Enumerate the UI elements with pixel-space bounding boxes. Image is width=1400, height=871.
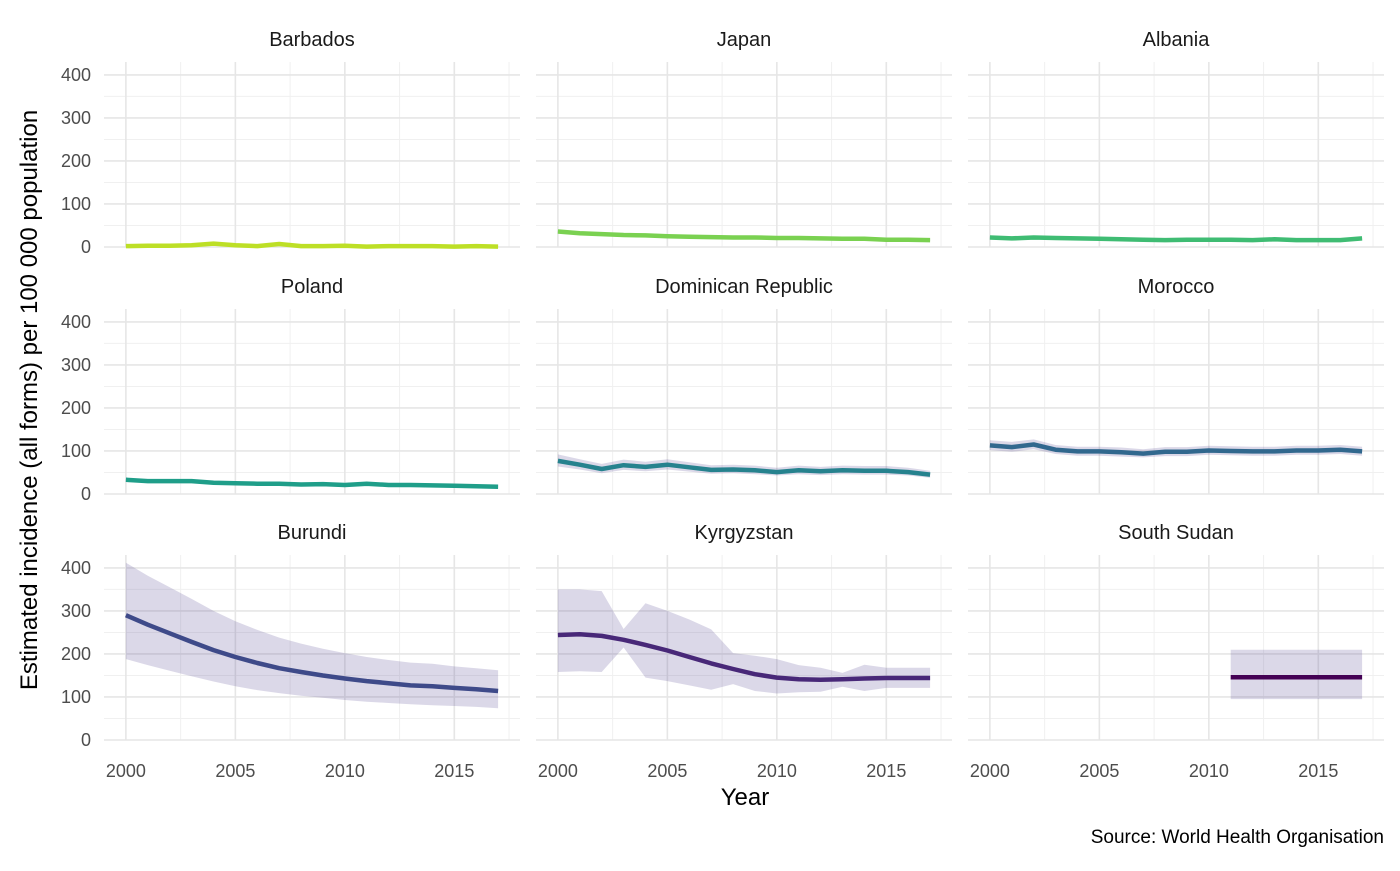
y-tick-label: 200 xyxy=(61,644,91,664)
x-tick-label: 2010 xyxy=(1189,761,1229,781)
facet-title: Albania xyxy=(1143,29,1211,51)
facet-title: Burundi xyxy=(278,522,347,544)
x-tick-label: 2010 xyxy=(325,761,365,781)
y-tick-label: 100 xyxy=(61,441,91,461)
facet-title: Japan xyxy=(717,29,772,51)
y-tick-label: 300 xyxy=(61,601,91,621)
x-tick-label: 2005 xyxy=(215,761,255,781)
confidence-ribbon xyxy=(557,589,931,694)
y-tick-label: 0 xyxy=(81,484,91,504)
series-line xyxy=(557,229,931,243)
x-tick-label: 2015 xyxy=(866,761,906,781)
x-tick-label: 2000 xyxy=(970,761,1010,781)
x-tick-label: 2005 xyxy=(647,761,687,781)
y-tick-label: 0 xyxy=(81,730,91,750)
x-tick-label: 2005 xyxy=(1079,761,1119,781)
caption: Source: World Health Organisation xyxy=(1091,827,1384,848)
x-tick-label: 2015 xyxy=(434,761,474,781)
x-tick-label: 2015 xyxy=(1298,761,1338,781)
facet-title: Morocco xyxy=(1138,276,1215,298)
series-line xyxy=(557,458,931,477)
y-tick-label: 400 xyxy=(61,65,91,85)
confidence-ribbon xyxy=(1230,649,1363,700)
series-line xyxy=(989,442,1363,456)
facet-title: South Sudan xyxy=(1118,522,1234,544)
y-tick-label: 100 xyxy=(61,687,91,707)
y-tick-label: 100 xyxy=(61,194,91,214)
y-tick-label: 200 xyxy=(61,398,91,418)
facet-title: Dominican Republic xyxy=(655,276,833,298)
series-line xyxy=(125,241,499,249)
y-tick-label: 300 xyxy=(61,108,91,128)
series-line xyxy=(125,477,499,489)
x-tick-label: 2000 xyxy=(538,761,578,781)
confidence-ribbon xyxy=(125,562,499,709)
facet-title: Kyrgyzstan xyxy=(695,522,794,544)
series-line xyxy=(125,613,499,694)
y-tick-label: 400 xyxy=(61,558,91,578)
x-tick-label: 2000 xyxy=(106,761,146,781)
facet-title: Barbados xyxy=(269,29,355,51)
y-tick-label: 0 xyxy=(81,237,91,257)
y-tick-label: 400 xyxy=(61,312,91,332)
y-axis-title: Estimated incidence (all forms) per 100 … xyxy=(16,110,43,690)
x-tick-label: 2010 xyxy=(757,761,797,781)
series-line xyxy=(557,631,931,683)
x-axis-title: Year xyxy=(721,784,770,811)
facet-title: Poland xyxy=(281,276,343,298)
series-line xyxy=(989,235,1363,243)
y-tick-label: 300 xyxy=(61,355,91,375)
y-tick-label: 200 xyxy=(61,151,91,171)
